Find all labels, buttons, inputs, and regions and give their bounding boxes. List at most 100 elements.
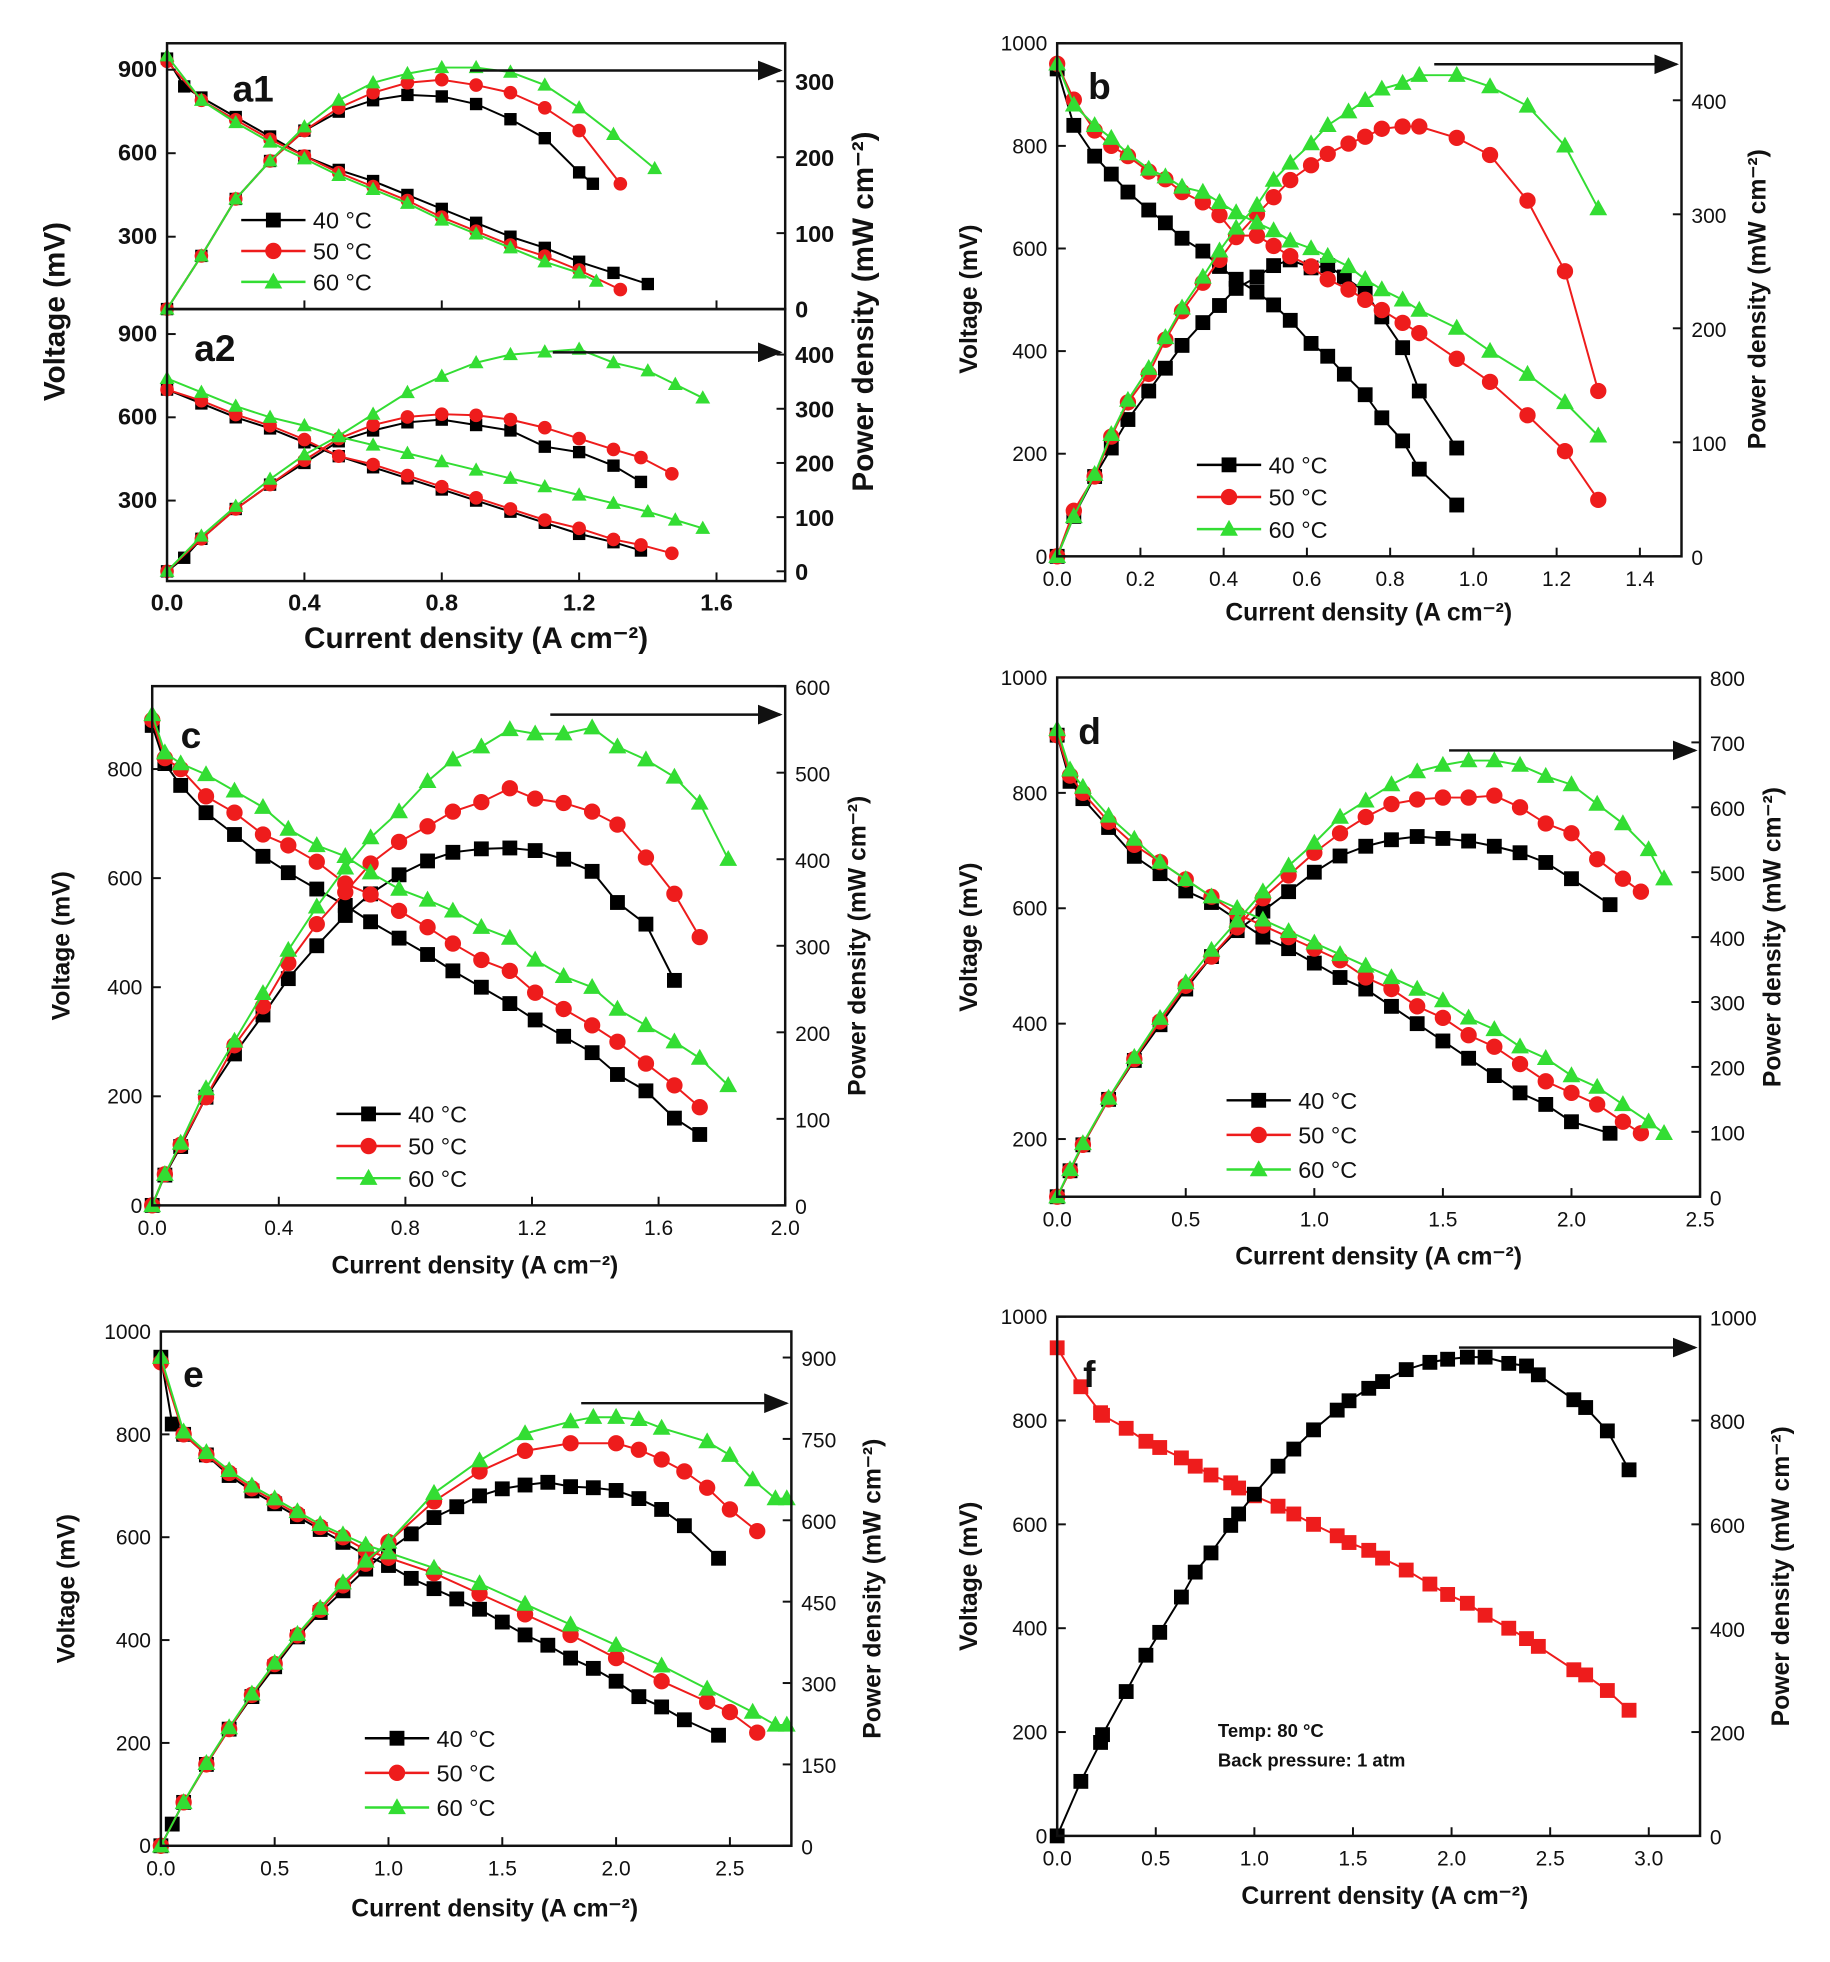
data-point-triangle: [443, 750, 462, 767]
data-point-triangle: [1125, 829, 1144, 846]
data-point-square: [469, 97, 483, 111]
data-point-triangle: [1228, 911, 1247, 928]
data-point-square: [1486, 1068, 1502, 1083]
legend-item: 50 °C: [364, 1761, 496, 1787]
data-point-circle: [1511, 799, 1529, 816]
data-point-square: [563, 1650, 578, 1666]
data-point-square: [504, 113, 517, 126]
data-point-triangle: [1318, 246, 1337, 263]
data-point-circle: [1394, 314, 1411, 332]
legend: 40 °C 50 °C 60 °C: [1226, 1088, 1357, 1183]
plot-frame: [159, 1330, 793, 1848]
data-point-triangle: [379, 1532, 398, 1549]
data-point-circle: [1590, 382, 1607, 400]
data-point-circle: [634, 538, 648, 552]
data-point-triangle: [1339, 257, 1358, 274]
x-axis-title: Current density (A cm⁻²): [1241, 1883, 1528, 1910]
data-point-triangle: [1193, 182, 1212, 199]
data-point-square: [494, 1614, 510, 1630]
data-point-square: [1231, 1480, 1247, 1496]
legend-label: 50 °C: [1269, 485, 1328, 511]
legend-item: 40 °C: [1196, 453, 1328, 479]
data-point-square: [1306, 864, 1322, 880]
legend: 40 °C 50 °C 60 °C: [1196, 453, 1328, 543]
series-50c-voltage: [152, 1354, 766, 1741]
y-tick-label: 800: [116, 1424, 151, 1447]
data-point-circle: [1563, 1084, 1580, 1102]
x-tick-label: 1.0: [1300, 1208, 1329, 1231]
data-point-triangle: [296, 447, 312, 461]
data-point-square: [1384, 832, 1399, 848]
data-point-circle: [1519, 192, 1536, 209]
data-point-square: [1361, 1380, 1377, 1396]
y-right-tick-label: 400: [1710, 928, 1745, 951]
data-point-triangle: [1253, 882, 1272, 899]
data-point-circle: [630, 1441, 648, 1458]
data-point-square: [692, 1127, 708, 1142]
data-point-triangle: [1085, 464, 1104, 481]
panel-label: e: [183, 1353, 204, 1395]
data-point-triangle: [1064, 95, 1083, 112]
data-point-square: [449, 1499, 465, 1515]
data-point-circle: [1302, 157, 1320, 174]
data-point-triangle: [1227, 203, 1246, 220]
data-point-square: [227, 827, 242, 842]
x-tick-label: 0.8: [1376, 568, 1405, 591]
legend-label: 50 °C: [1298, 1123, 1357, 1149]
x-tick-label: 2.0: [602, 1857, 631, 1880]
data-point-circle: [366, 85, 380, 100]
data-point-square: [502, 840, 518, 856]
data-point-triangle: [174, 1793, 193, 1810]
data-point-triangle: [1156, 167, 1175, 184]
data-point-square: [1512, 1085, 1528, 1101]
data-point-square: [1409, 1016, 1425, 1032]
data-point-square: [494, 1481, 510, 1497]
data-point-circle: [1434, 1009, 1452, 1027]
y-tick-label: 400: [1012, 341, 1047, 364]
data-point-triangle: [1614, 814, 1632, 831]
data-point-circle: [197, 788, 215, 805]
data-point-square: [472, 1488, 487, 1504]
data-point-circle: [609, 1033, 626, 1050]
data-point-circle: [1357, 291, 1374, 308]
data-point-square: [1519, 1358, 1534, 1374]
data-point-square: [1395, 433, 1411, 449]
panel-label: a1: [233, 67, 274, 109]
x-tick-label: 1.2: [563, 590, 596, 616]
data-point-triangle: [1459, 1008, 1478, 1025]
data-point-triangle: [608, 737, 627, 754]
data-point-square: [1564, 871, 1579, 887]
data-point-square: [538, 440, 551, 453]
data-point-circle: [1632, 1125, 1650, 1142]
data-point-triangle: [434, 453, 450, 468]
data-point-triangle: [537, 344, 553, 358]
x-tick-label: 2.5: [715, 1857, 744, 1880]
y-tick-label: 200: [1012, 1128, 1047, 1151]
data-point-triangle: [1281, 153, 1300, 170]
data-point-triangle: [225, 781, 244, 798]
y-tick-label: 1000: [1001, 1306, 1048, 1329]
y-tick-label: 800: [1012, 782, 1047, 805]
y-tick-label: 1000: [1001, 33, 1048, 56]
data-point-circle: [634, 450, 648, 465]
data-point-triangle: [1151, 852, 1169, 869]
data-point-square: [1358, 838, 1374, 854]
data-point-square: [638, 916, 654, 932]
data-point-square: [1519, 1631, 1534, 1647]
data-point-circle: [444, 935, 462, 952]
data-point-triangle: [516, 1594, 534, 1611]
data-point-triangle: [1279, 856, 1298, 873]
data-point-square: [1599, 1683, 1615, 1698]
data-point-triangle: [470, 1574, 489, 1591]
x-tick-label: 0.4: [264, 1217, 294, 1240]
x-tick-label: 0.8: [425, 590, 458, 616]
data-point-triangle: [571, 100, 587, 114]
data-point-triangle: [1119, 390, 1137, 407]
data-point-triangle: [361, 828, 380, 845]
x-tick-label: 1.0: [1240, 1848, 1269, 1871]
y-tick-label: 1000: [104, 1321, 151, 1344]
legend-item: 60 °C: [1196, 517, 1328, 543]
data-point-triangle: [1173, 177, 1191, 194]
data-point-triangle: [254, 984, 272, 1001]
data-point-square: [449, 1591, 465, 1607]
